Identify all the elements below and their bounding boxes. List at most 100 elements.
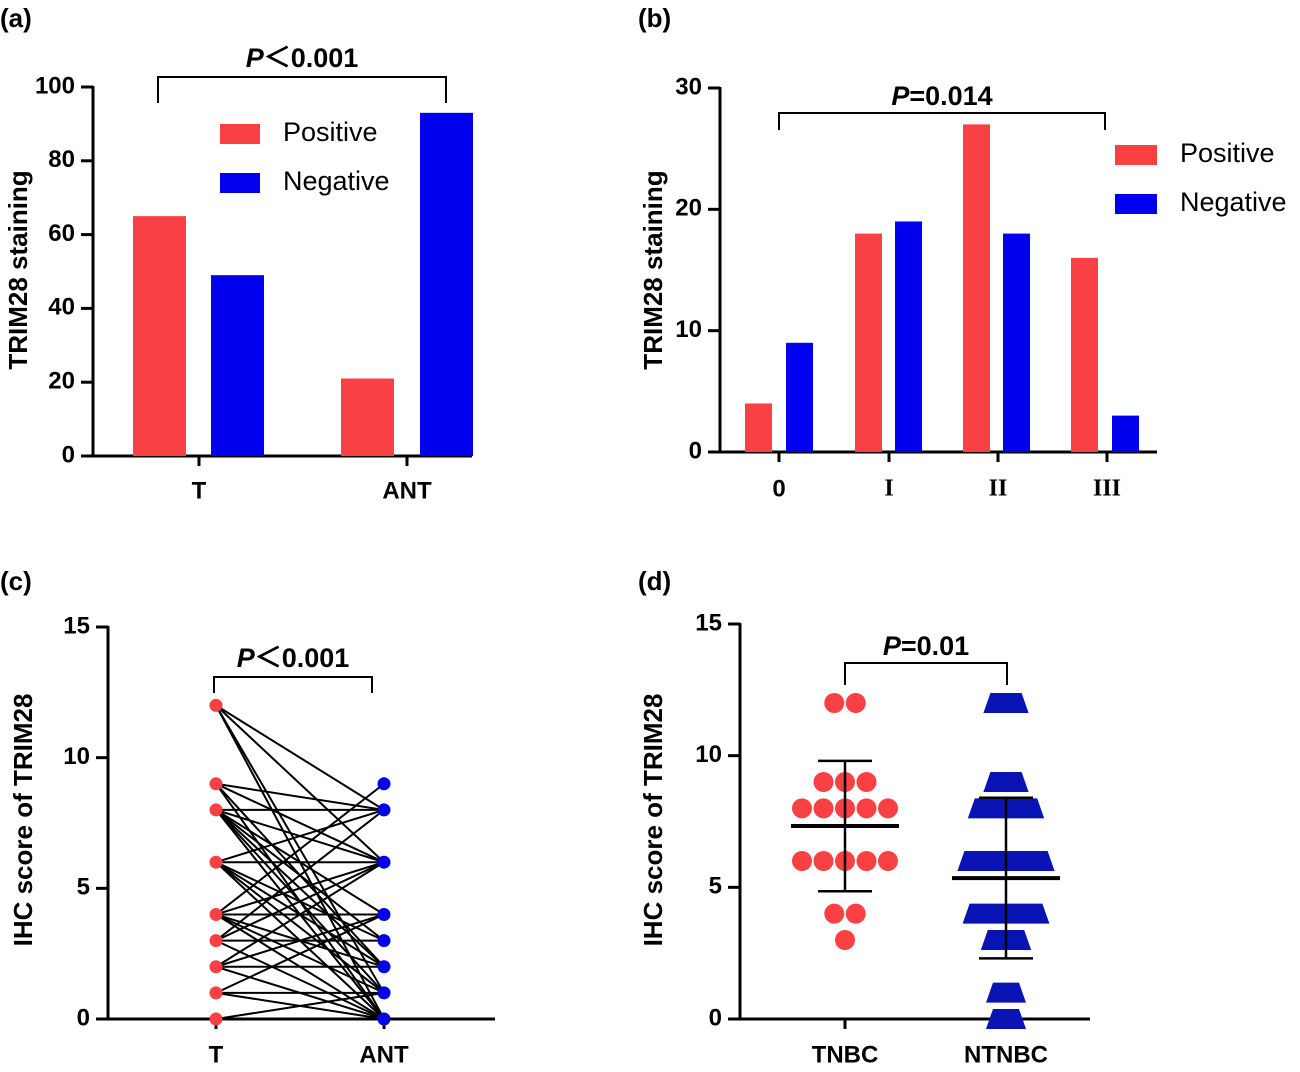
y-tick-label: 80 [48, 146, 75, 173]
y-tick-label: 10 [695, 741, 722, 768]
p-value-label: P=0.014 [891, 81, 992, 111]
points-ntnbc [986, 982, 1026, 1003]
panel-label: (d) [638, 566, 671, 596]
y-axis-label: IHC score of TRIM28 [8, 694, 38, 947]
point-tnbc [835, 930, 855, 950]
panel-label: (b) [638, 3, 671, 33]
p-value: =0.01 [901, 631, 969, 661]
panel-label: (a) [0, 3, 32, 33]
points-ntnbc [983, 772, 1029, 792]
point-ant [377, 907, 391, 921]
y-tick-label: 20 [675, 195, 702, 222]
y-tick-label: 30 [675, 73, 702, 100]
point-tnbc [824, 693, 845, 713]
significance-bracket [213, 676, 373, 693]
legend-label-negative: Negative [1180, 187, 1287, 217]
points-ntnbc [986, 1009, 1026, 1029]
point-tnbc [878, 798, 898, 819]
p-value-label: P=0.01 [883, 631, 969, 661]
bar-positive-T [133, 216, 186, 456]
bar-negative-II [1003, 233, 1030, 452]
y-tick-label: 15 [695, 609, 722, 636]
point-tnbc [845, 693, 866, 713]
paired-line [215, 809, 385, 942]
legend-swatch-positive [1115, 145, 1157, 165]
point-t [209, 777, 223, 791]
y-tick-label: 0 [709, 1004, 722, 1031]
point-t [209, 986, 223, 1000]
paired-line [215, 913, 385, 968]
point-tnbc [813, 851, 834, 871]
significance-bracket [844, 662, 1008, 685]
significance-bracket [157, 76, 447, 103]
paired-line [215, 782, 385, 811]
y-tick-label: 5 [77, 874, 90, 901]
point-ant [377, 777, 391, 791]
paired-line [215, 991, 385, 1020]
point-ant [377, 855, 391, 869]
x-tick-label: 0 [772, 475, 785, 502]
p-value: ＜0.001 [255, 643, 350, 673]
y-axis-label: TRIM28 staining [3, 170, 33, 369]
p-value-label: P＜0.001 [246, 43, 359, 73]
point-ant [377, 960, 391, 974]
point-t [209, 907, 223, 921]
bar-negative-I [895, 221, 922, 452]
bar-negative-ANT [420, 112, 473, 456]
point-tnbc [813, 772, 834, 792]
paired-line [215, 783, 385, 916]
paired-line [215, 704, 385, 863]
x-tick-label: ANT [359, 1041, 409, 1068]
point-tnbc [856, 798, 877, 819]
bar-negative-0 [786, 342, 813, 452]
point-t [209, 960, 223, 974]
points-ntnbc [983, 693, 1029, 713]
x-tick-label: TNBC [812, 1041, 879, 1068]
y-tick-label: 5 [709, 873, 722, 900]
paired-line [215, 861, 385, 968]
paired-line [215, 704, 385, 811]
paired-line [215, 939, 385, 1020]
y-tick-label: 10 [675, 316, 702, 343]
y-axis-label: IHC score of TRIM28 [638, 694, 668, 947]
point-t [209, 803, 223, 817]
point-t [209, 698, 223, 712]
point-tnbc [792, 798, 812, 819]
y-tick-label: 0 [689, 437, 702, 464]
y-axis-label: TRIM28 staining [638, 170, 668, 369]
paired-line [215, 861, 385, 942]
point-tnbc [856, 851, 877, 871]
bar-positive-II [963, 124, 990, 453]
point-t [209, 855, 223, 869]
point-ant [377, 1012, 391, 1026]
y-tick-label: 0 [62, 441, 75, 468]
point-t [209, 934, 223, 948]
paired-line [215, 913, 385, 994]
legend-swatch-negative [220, 173, 260, 193]
paired-line [215, 861, 385, 916]
y-tick-label: 10 [63, 743, 90, 770]
y-tick-label: 20 [48, 368, 75, 395]
legend-label-positive: Positive [1180, 138, 1275, 168]
point-tnbc [824, 903, 845, 924]
significance-bracket [778, 112, 1106, 130]
x-tick-label: ANT [382, 477, 432, 504]
p-value-label: P＜0.001 [237, 643, 350, 673]
point-ant [377, 934, 391, 948]
y-tick-label: 0 [77, 1004, 90, 1031]
point-tnbc [878, 851, 898, 871]
point-tnbc [813, 798, 834, 819]
x-tick-label: T [192, 477, 207, 504]
p-value: =0.014 [909, 81, 992, 111]
legend-label-positive: Positive [283, 117, 378, 147]
legend-label-negative: Negative [283, 166, 390, 196]
point-tnbc [856, 772, 877, 792]
paired-line [215, 808, 385, 864]
point-ant [377, 986, 391, 1000]
bar-positive-III [1071, 257, 1098, 452]
bar-negative-III [1112, 415, 1139, 452]
point-tnbc [792, 851, 812, 871]
p-value: ＜0.001 [264, 43, 359, 73]
p-symbol: P [246, 43, 265, 73]
